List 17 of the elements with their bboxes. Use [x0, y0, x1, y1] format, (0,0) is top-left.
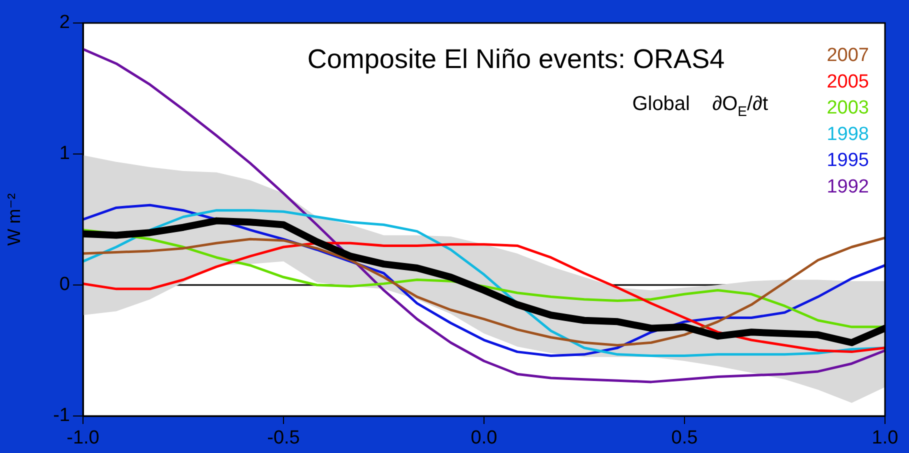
- text: 2007: [826, 45, 869, 66]
- text: 1998: [826, 124, 869, 145]
- x-tick-label: -1.0: [66, 428, 100, 449]
- text: 1992: [826, 176, 869, 198]
- y-tick-label: -1: [53, 405, 70, 426]
- x-tick-label: 0.5: [671, 428, 698, 449]
- y-tick-label: 0: [59, 274, 70, 296]
- text: 2005: [826, 71, 869, 92]
- x-tick-label: -0.5: [267, 428, 300, 449]
- y-tick-label: 2: [59, 12, 70, 34]
- x-tick-label: 0.0: [470, 428, 498, 449]
- text: Composite El Niño events: ORAS4: [307, 44, 725, 74]
- x-tick-label: 1.0: [872, 428, 898, 449]
- y-tick-label: 1: [59, 143, 70, 164]
- text: 1995: [826, 150, 869, 172]
- y-axis-title: W m⁻²: [4, 193, 24, 246]
- text: 2003: [826, 98, 869, 119]
